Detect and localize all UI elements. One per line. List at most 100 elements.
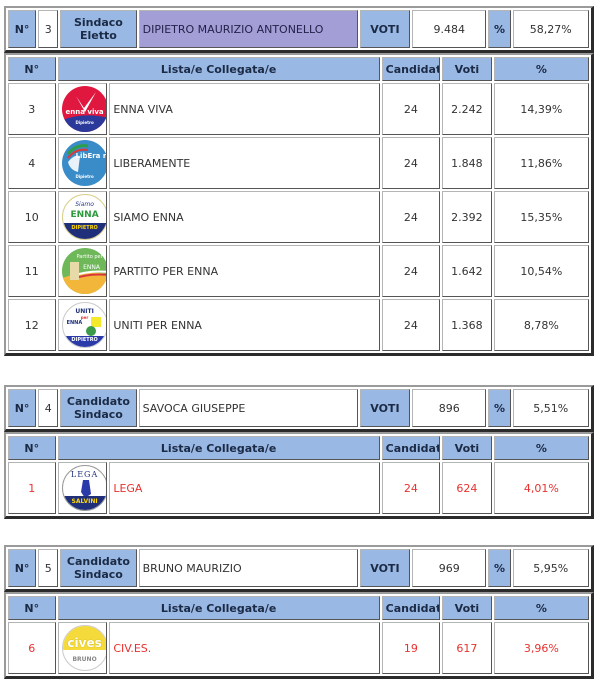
list-percent: 4,01% [493,462,589,514]
votes-label: VOTI [359,549,411,587]
table-row: 10 Siamo ENNA DIPIETRO SIAMO ENNA 24 2.3… [8,191,589,243]
candidate-votes: 896 [412,389,487,427]
col-header-percent: % [493,57,589,81]
list-logo-cell: LEGA SALVINI [57,462,108,514]
list-candidates: 24 [381,137,441,189]
list-candidates: 24 [381,245,441,297]
list-logo-cell: Siamo ENNA DIPIETRO [57,191,108,243]
candidate-role: Candidato Sindaco [60,389,137,427]
table-row: 1 LEGA SALVINI LEGA 24 624 4,01% [8,462,589,514]
percent-label: % [488,549,511,587]
list-votes: 1.848 [442,137,492,189]
list-percent: 3,96% [493,622,589,674]
candidate-number: 4 [38,389,59,427]
lists-table: N° Lista/e Collegata/e Candidati Voti % … [4,432,594,519]
candidate-header-table: N° 3 Sindaco Eletto DIPIETRO MAURIZIO ANT… [4,6,594,53]
candidate-percent: 5,51% [512,389,589,427]
list-name: LEGA [109,462,380,514]
col-header-percent: % [493,436,589,460]
candidate-votes: 9.484 [412,10,487,48]
list-percent: 8,78% [493,299,589,351]
list-logo-cell: enna viva Dipietro [57,83,108,135]
list-votes: 2.392 [442,191,492,243]
lists-table: N° Lista/e Collegata/e Candidati Voti % … [4,53,594,356]
candidate-name: BRUNO MAURIZIO [138,549,358,587]
list-votes: 1.368 [442,299,492,351]
col-header-votes: Voti [442,596,492,620]
col-header-candidates: Candidati [381,57,441,81]
list-name: ENNA VIVA [109,83,380,135]
list-logo-cell: UNITI per ENNA DIPIETRO [57,299,108,351]
list-logo-cell: cives BRUNO [57,622,108,674]
list-name: PARTITO PER ENNA [109,245,380,297]
candidate-header-table: N° 5 Candidato Sindaco BRUNO MAURIZIO VOT… [4,545,594,592]
list-votes: 624 [442,462,492,514]
list-logo-cell: LibEra mente Dipietro [57,137,108,189]
candidate-role: Sindaco Eletto [60,10,137,48]
col-header-lists: Lista/e Collegata/e [57,57,380,81]
list-candidates: 24 [381,83,441,135]
lists-table: N° Lista/e Collegata/e Candidati Voti % … [4,592,594,679]
list-percent: 11,86% [493,137,589,189]
cives-logo: cives BRUNO [61,625,107,671]
list-votes: 2.242 [442,83,492,135]
list-candidates: 24 [381,299,441,351]
list-name: CIV.ES. [109,622,380,674]
candidate-percent: 58,27% [512,10,589,48]
table-row: 6 cives BRUNO CIV.ES. 19 617 3,96% [8,622,589,674]
list-candidates: 24 [381,462,441,514]
table-row: 11 Partito per ENNA PARTITO PER ENNA 24 … [8,245,589,297]
col-header-n: N° [8,57,56,81]
col-header-n: N° [8,436,56,460]
list-percent: 15,35% [493,191,589,243]
list-number: 12 [8,299,56,351]
votes-label: VOTI [359,10,411,48]
list-percent: 10,54% [493,245,589,297]
list-votes: 1.642 [442,245,492,297]
col-header-candidates: Candidati [381,436,441,460]
number-label: N° [8,10,37,48]
col-header-lists: Lista/e Collegata/e [57,596,380,620]
list-number: 10 [8,191,56,243]
votes-label: VOTI [359,389,411,427]
candidate-number: 3 [38,10,59,48]
col-header-lists: Lista/e Collegata/e [57,436,380,460]
percent-label: % [488,389,511,427]
list-name: SIAMO ENNA [109,191,380,243]
list-number: 6 [8,622,56,674]
number-label: N° [8,549,37,587]
uniti-per-enna-logo: UNITI per ENNA DIPIETRO [61,302,107,348]
col-header-candidates: Candidati [381,596,441,620]
siamo-enna-logo: Siamo ENNA DIPIETRO [61,194,107,240]
list-number: 4 [8,137,56,189]
number-label: N° [8,389,37,427]
table-row: 4 LibEra mente Dipietro LIBERAMENTE 24 1… [8,137,589,189]
col-header-percent: % [493,596,589,620]
candidate-percent: 5,95% [512,549,589,587]
candidate-name: SAVOCA GIUSEPPE [138,389,358,427]
candidate-block-bruno: N° 5 Candidato Sindaco BRUNO MAURIZIO VOT… [4,545,594,679]
percent-label: % [488,10,511,48]
list-number: 11 [8,245,56,297]
col-header-votes: Voti [442,57,492,81]
lega-logo: LEGA SALVINI [61,465,107,511]
candidate-name: DIPIETRO MAURIZIO ANTONELLO [138,10,358,48]
candidate-block-savoca: N° 4 Candidato Sindaco SAVOCA GIUSEPPE VO… [4,385,594,519]
candidate-header-table: N° 4 Candidato Sindaco SAVOCA GIUSEPPE VO… [4,385,594,432]
list-number: 1 [8,462,56,514]
list-candidates: 24 [381,191,441,243]
partito-per-enna-logo: Partito per ENNA [61,248,107,294]
list-votes: 617 [442,622,492,674]
list-logo-cell: Partito per ENNA [57,245,108,297]
list-name: LIBERAMENTE [109,137,380,189]
liberamente-logo: LibEra mente Dipietro [61,140,107,186]
candidate-number: 5 [38,549,59,587]
candidate-role: Candidato Sindaco [60,549,137,587]
list-name: UNITI PER ENNA [109,299,380,351]
table-row: 3 enna viva Dipietro ENNA VIVA 24 2.242 … [8,83,589,135]
candidate-votes: 969 [412,549,487,587]
col-header-n: N° [8,596,56,620]
list-candidates: 19 [381,622,441,674]
list-percent: 14,39% [493,83,589,135]
table-row: 12 UNITI per ENNA DIPIETRO UNITI PER ENN… [8,299,589,351]
